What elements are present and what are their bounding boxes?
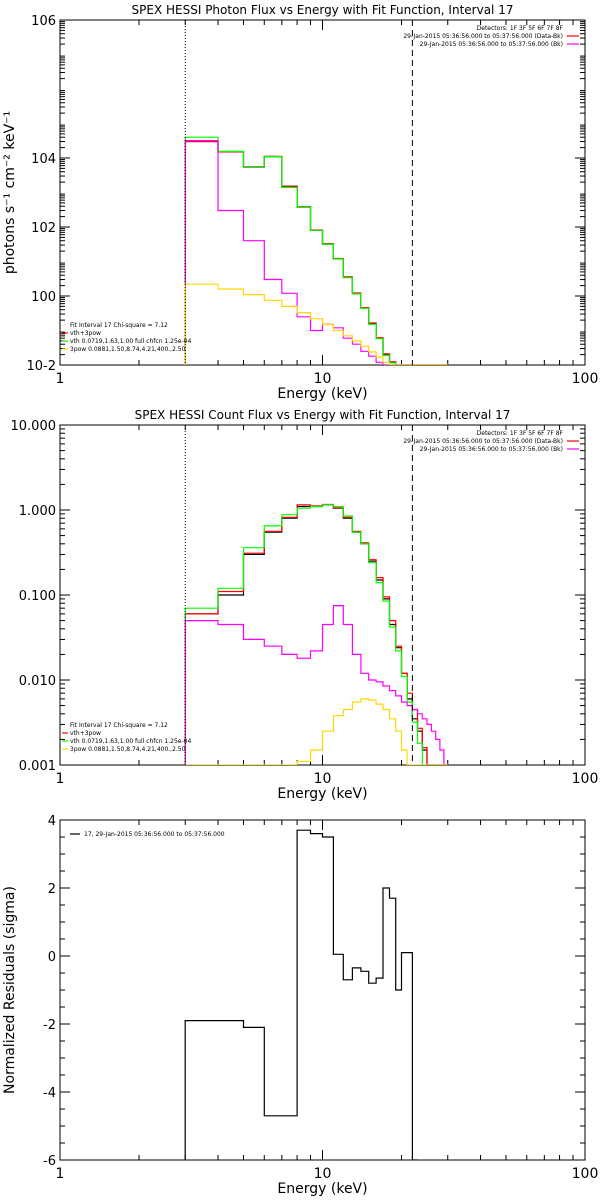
series-line-1 bbox=[184, 829, 418, 1160]
x-axis-label: Energy (keV) bbox=[277, 786, 367, 802]
y-tick-label: 2 bbox=[48, 882, 56, 897]
series-line-2 bbox=[184, 140, 448, 365]
legend-entry: 17, 29-Jan-2015 05:36:56.000 to 05:37:56… bbox=[84, 831, 225, 838]
plot-frame bbox=[59, 19, 586, 366]
legend-entry: 3pow 0.0881,1.50,8.74,4.21,400.,2.50 bbox=[70, 746, 186, 753]
series-line-1 bbox=[184, 140, 448, 365]
y-tick-label: -6 bbox=[43, 1154, 56, 1169]
y-tick-label: 10-2 bbox=[26, 359, 56, 374]
x-tick-label: 100 bbox=[572, 1166, 599, 1182]
panel-2: SPEX HESSI Count Flux vs Energy with Fit… bbox=[11, 408, 599, 802]
y-axis-label: photons s⁻¹ cm⁻² keV⁻¹ bbox=[2, 111, 18, 274]
y-tick-label: 0.001 bbox=[19, 759, 56, 774]
legend-entry: 3pow 0.0881,1.50,8.74,4.21,400.,2.50 bbox=[70, 346, 186, 353]
y-tick-label: -2 bbox=[43, 1018, 56, 1033]
legend-entry: vth+3pow bbox=[70, 330, 101, 337]
series-line-3 bbox=[184, 136, 448, 365]
panel-1: SPEX HESSI Photon Flux vs Energy with Fi… bbox=[2, 3, 598, 402]
plot-frame bbox=[59, 819, 586, 1161]
y-tick-label: 10.000 bbox=[11, 419, 57, 434]
legend-entry: Detectors: 1F 3F 5F 6F 7F 8F bbox=[477, 25, 564, 32]
y-tick-label: 0 bbox=[48, 950, 56, 965]
y-tick-label: 0.010 bbox=[19, 674, 56, 689]
series-line-1 bbox=[184, 504, 448, 765]
y-tick-label: 100 bbox=[31, 290, 56, 305]
x-tick-label: 100 bbox=[572, 771, 599, 787]
x-axis-label: Energy (keV) bbox=[277, 386, 367, 402]
x-axis-label: Energy (keV) bbox=[277, 1181, 367, 1197]
x-tick-label: 10 bbox=[314, 771, 332, 787]
x-tick-label: 1 bbox=[56, 1166, 65, 1182]
legend-entry: vth 0.0719,1.63,1.00 full chfcn 1.25e-04 bbox=[70, 738, 191, 745]
x-tick-label: 10 bbox=[314, 1166, 332, 1182]
legend-entry: 29-Jan-2015 05:36:56.000 to 05:37:56.000… bbox=[420, 446, 563, 453]
x-tick-label: 10 bbox=[314, 371, 332, 387]
panel-3: Energy (keV) Normalized Residuals (sigma)… bbox=[2, 814, 598, 1197]
legend-entry: Fit Interval 17 Chi-square = 7.12 bbox=[70, 322, 168, 329]
legend-entry: Fit Interval 17 Chi-square = 7.12 bbox=[70, 722, 168, 729]
series-line-5 bbox=[184, 283, 448, 365]
y-tick-label: 104 bbox=[31, 152, 56, 167]
legend-entry: vth+3pow bbox=[70, 730, 101, 737]
plot-frame bbox=[59, 424, 586, 766]
y-tick-label: 4 bbox=[48, 814, 56, 829]
y-tick-label: 1.000 bbox=[19, 504, 56, 519]
legend-entry: 29-Jan-2015 05:36:56.000 to 05:37:56.000… bbox=[403, 438, 563, 445]
x-tick-label: 100 bbox=[572, 371, 599, 387]
series-line-4 bbox=[184, 605, 448, 765]
y-tick-label: -4 bbox=[43, 1086, 56, 1101]
series-line-5 bbox=[185, 698, 448, 765]
chart-title: SPEX HESSI Photon Flux vs Energy with Fi… bbox=[132, 3, 514, 17]
legend-entry: 29-Jan-2015 05:36:56.000 to 05:37:56.000… bbox=[403, 33, 563, 40]
legend-entry: Detectors: 1F 3F 5F 6F 7F 8F bbox=[477, 430, 564, 437]
y-tick-label: 0.100 bbox=[19, 589, 56, 604]
chart-title: SPEX HESSI Count Flux vs Energy with Fit… bbox=[135, 408, 511, 422]
x-tick-label: 1 bbox=[56, 371, 65, 387]
y-axis-label: Normalized Residuals (sigma) bbox=[2, 886, 18, 1094]
series-line-3 bbox=[184, 504, 448, 765]
legend-entry: 29-Jan-2015 05:36:56.000 to 05:37:56.000… bbox=[420, 41, 563, 48]
x-tick-label: 1 bbox=[56, 771, 65, 787]
y-tick-label: 102 bbox=[31, 221, 56, 236]
series-line-2 bbox=[184, 503, 448, 765]
series-line-4 bbox=[184, 140, 448, 365]
y-tick-label: 106 bbox=[31, 14, 56, 29]
legend-entry: vth 0.0719,1.63,1.00 full chfcn 1.25e-04 bbox=[70, 338, 191, 345]
